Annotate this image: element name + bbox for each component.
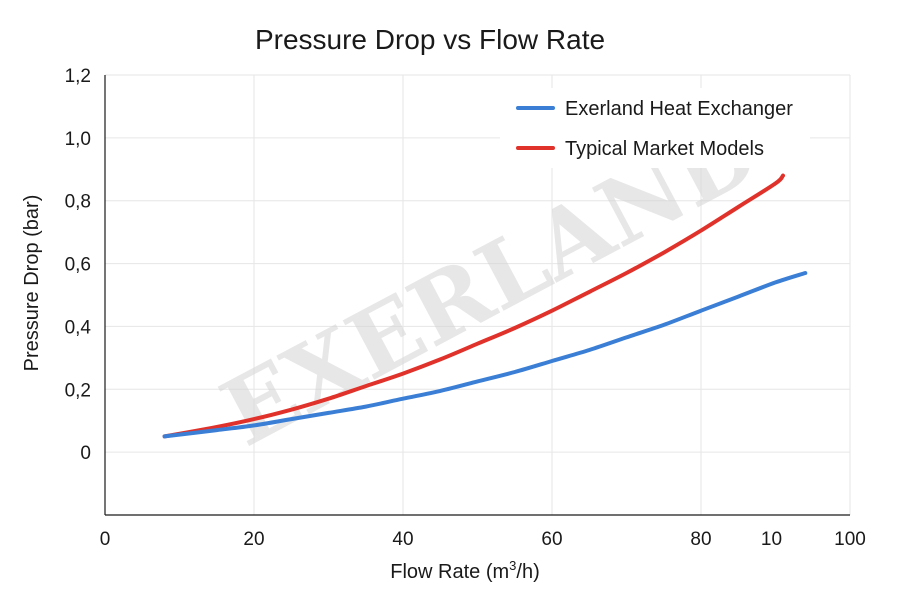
legend-label: Typical Market Models xyxy=(565,138,764,160)
x-tick-label: 40 xyxy=(392,529,413,550)
x-axis-label: Flow Rate (m3/h) xyxy=(390,558,539,583)
y-tick-label: 0,6 xyxy=(65,255,91,276)
legend-background xyxy=(500,88,810,168)
legend-label: Exerland Heat Exchanger xyxy=(565,98,793,120)
x-tick-label: 80 xyxy=(690,529,711,550)
x-tick-label: 100 xyxy=(834,529,866,550)
x-axis-ticks: 0 20 40 60 80 100 10 xyxy=(100,529,866,550)
axes xyxy=(104,75,850,516)
x-axis-label-main: Flow Rate (m xyxy=(390,561,509,583)
x-tick-label: 0 xyxy=(100,529,111,550)
x-tick-label: 60 xyxy=(541,529,562,550)
y-axis-ticks: 0 0,2 0,4 0,6 0,8 1,0 1,2 xyxy=(65,66,92,464)
y-tick-label: 0,2 xyxy=(65,380,91,401)
series-line-exerland xyxy=(162,271,808,439)
y-axis-label: Pressure Drop (bar) xyxy=(21,195,43,372)
chart-title: Pressure Drop vs Flow Rate xyxy=(255,24,605,55)
x-tick-label: 20 xyxy=(243,529,264,550)
x-axis-label-tail: /h) xyxy=(516,561,539,583)
y-tick-label: 0 xyxy=(80,443,91,464)
x-axis-label-sup: 3 xyxy=(509,558,516,573)
x-tick-label: 10 xyxy=(761,529,782,550)
y-tick-label: 1,2 xyxy=(65,66,91,87)
series-lines xyxy=(162,173,808,439)
series-line-market xyxy=(162,173,785,439)
legend: Exerland Heat Exchanger Typical Market Mo… xyxy=(500,88,810,168)
y-tick-label: 1,0 xyxy=(65,129,91,150)
y-tick-label: 0,4 xyxy=(65,317,92,338)
y-tick-label: 0,8 xyxy=(65,192,91,213)
